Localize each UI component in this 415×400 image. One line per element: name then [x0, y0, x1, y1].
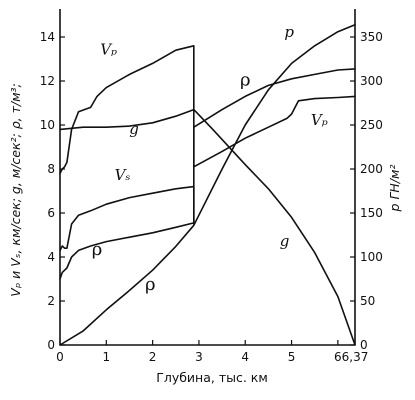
x-tick-label-7: 6,37	[342, 350, 369, 364]
y-left-tick-label-0: 0	[47, 338, 55, 352]
y-right-tick-label-7: 350	[360, 30, 383, 44]
x-axis-title: Глубина, тыс. км	[156, 370, 268, 385]
curve-pressure	[59, 23, 356, 346]
axes: 0 1 2 3 4 5 6 6,3702468101214050100150200250300…	[40, 9, 383, 364]
y-right-tick-label-0: 0	[360, 338, 368, 352]
y-left-tick-label-1: 2	[47, 294, 55, 308]
curve-vp	[59, 45, 356, 175]
y-axis-right-title: p ГН/м²	[387, 165, 402, 213]
y-left-tick-label-4: 8	[47, 162, 55, 176]
x-tick-label-4: 4	[241, 350, 249, 364]
curve-label-vs-0: Vₛ	[115, 166, 131, 184]
x-tick-label-1: 1	[102, 350, 110, 364]
curve-label-vp-1: Vₚ	[311, 111, 328, 129]
curve-rho	[59, 68, 356, 280]
curves	[59, 23, 356, 346]
curve-label-g-0: g	[129, 120, 139, 138]
y-right-tick-label-2: 100	[360, 250, 383, 264]
y-left-tick-label-3: 6	[47, 206, 55, 220]
x-tick-label-6: 6	[334, 350, 342, 364]
y-right-tick-label-5: 250	[360, 118, 383, 132]
y-left-tick-label-5: 10	[40, 118, 55, 132]
x-tick-label-5: 5	[288, 350, 296, 364]
curve-label-rho-0: ρ	[92, 239, 103, 260]
curve-label-rho-1: ρ	[240, 69, 251, 90]
y-right-tick-label-1: 50	[360, 294, 375, 308]
curve-label-pressure-1: p	[284, 23, 294, 41]
y-axis-left-title: Vₚ и Vₛ, км/сек; g, м/сек²; ρ, т/м³;	[8, 83, 23, 296]
y-left-tick-label-7: 14	[40, 30, 55, 44]
y-left-tick-label-2: 4	[47, 250, 55, 264]
curve-vs	[59, 185, 195, 252]
curve-g	[59, 108, 356, 346]
y-right-tick-label-3: 150	[360, 206, 383, 220]
y-left-tick-label-6: 12	[40, 74, 55, 88]
y-right-tick-label-4: 200	[360, 162, 383, 176]
y-right-tick-label-6: 300	[360, 74, 383, 88]
curve-label-g-1: g	[280, 232, 290, 250]
curve-label-pressure-0: ρ	[145, 274, 156, 295]
x-tick-label-0: 0	[56, 350, 64, 364]
x-tick-label-2: 2	[149, 350, 157, 364]
curve-labels: Vₚ Vₚ Vₛ g g ρ ρ ρ p	[92, 23, 328, 295]
x-tick-label-3: 3	[195, 350, 203, 364]
curve-label-vp-0: Vₚ	[100, 41, 117, 59]
